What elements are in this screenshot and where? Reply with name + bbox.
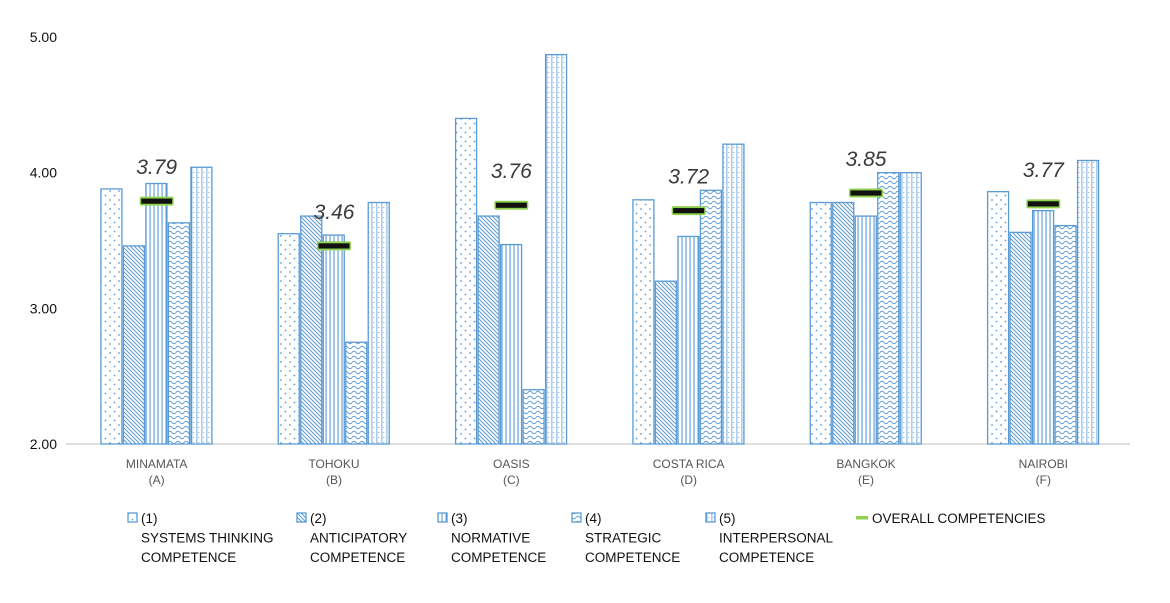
bar-5 [899, 172, 922, 445]
legend-label-line: STRATEGIC [585, 531, 662, 546]
bar-2 [122, 245, 146, 445]
y-tick-label: 2.00 [30, 436, 57, 452]
overall-value-label: 3.72 [668, 166, 709, 189]
bar-4 [167, 222, 191, 445]
legend-label-line: SYSTEMS THINKING [141, 531, 274, 546]
overall-value-label: 3.79 [136, 156, 177, 179]
bar-1 [632, 199, 655, 445]
legend-label-line: (1) [141, 511, 158, 526]
overall-marker [495, 202, 527, 208]
category-sublabel: (F) [1036, 473, 1051, 487]
legend-swatch-overall [856, 516, 868, 520]
bar-1 [454, 117, 478, 445]
category-label: NAIROBI [1019, 457, 1068, 471]
bar-3 [145, 182, 168, 445]
bar-1 [986, 191, 1010, 445]
legend-label-line: NORMATIVE [451, 531, 530, 546]
legend-label-line: (5) [719, 511, 736, 526]
overall-value-label: 3.76 [491, 160, 532, 183]
overall-marker [850, 190, 882, 196]
legend-label-line: COMPETENCE [719, 550, 814, 565]
category-label: BANGKOK [836, 457, 895, 471]
legend-label-line: COMPETENCE [451, 550, 546, 565]
legend-swatch-4 [571, 512, 582, 523]
bar-2 [477, 215, 500, 445]
legend-label-line: COMPETENCE [585, 550, 680, 565]
legend-swatch-1 [127, 512, 138, 523]
overall-marker [318, 243, 350, 249]
category-sublabel: (D) [680, 473, 697, 487]
legend-swatch-3 [437, 512, 448, 523]
overall-value-label: 3.85 [846, 148, 887, 171]
overall-markers: 3.79 3.46 3.76 3.72 3.85 3.77 [136, 148, 1065, 251]
y-tick-label: 4.00 [30, 165, 57, 181]
bar-5 [367, 201, 390, 445]
bar-3 [677, 235, 700, 445]
category-sublabel: (E) [858, 473, 874, 487]
overall-marker [1027, 201, 1059, 207]
overall-value-label: 3.77 [1023, 159, 1065, 182]
bar-2 [654, 280, 678, 445]
legend-label-line: (2) [310, 511, 327, 526]
bar-4 [522, 389, 545, 445]
bar-2 [300, 215, 323, 445]
axes: 5.00 4.00 3.00 2.00 MINAMATA (A) TOHOKU (B) OASI… [30, 29, 1130, 487]
bar-2 [832, 201, 855, 445]
category-sublabel: (A) [149, 473, 165, 487]
legend-label-line: ANTICIPATORY [310, 531, 407, 546]
legend-swatch-5 [705, 512, 716, 523]
overall-marker [141, 198, 173, 204]
bar-3 [499, 243, 523, 445]
bar-3 [322, 234, 345, 445]
legend: (1) SYSTEMS THINKING COMPETENCE (2) ANTICIPA… [127, 511, 1046, 565]
bar-5 [190, 166, 213, 445]
legend-swatch-2 [296, 512, 307, 523]
bar-3 [1031, 210, 1055, 445]
legend-label-line: (3) [451, 511, 468, 526]
category-label: COSTA RICA [653, 457, 725, 471]
bar-3 [854, 215, 877, 445]
category-label: OASIS [493, 457, 530, 471]
legend-label-line: INTERPERSONAL [719, 531, 834, 546]
bars [100, 53, 1100, 445]
bar-5 [1076, 159, 1100, 445]
category-sublabel: (C) [503, 473, 520, 487]
bar-1 [100, 188, 123, 445]
bar-5 [722, 143, 745, 445]
category-label: TOHOKU [308, 457, 359, 471]
bar-1 [809, 201, 832, 445]
bar-4 [345, 341, 368, 445]
legend-label-line: COMPETENCE [141, 550, 236, 565]
bar-1 [277, 233, 300, 445]
bar-4 [877, 172, 900, 445]
bar-4 [699, 189, 723, 445]
legend-label-line: COMPETENCE [310, 550, 405, 565]
y-tick-label: 3.00 [30, 300, 57, 316]
legend-label-line: (4) [585, 511, 602, 526]
bar-2 [1009, 231, 1032, 445]
legend-label-overall: OVERALL COMPETENCIES [872, 511, 1046, 526]
bar-5 [544, 53, 568, 445]
overall-marker [673, 208, 705, 214]
bar-4 [1054, 224, 1077, 445]
category-sublabel: (B) [326, 473, 342, 487]
overall-value-label: 3.46 [314, 201, 355, 224]
y-tick-label: 5.00 [30, 29, 57, 45]
category-label: MINAMATA [126, 457, 188, 471]
